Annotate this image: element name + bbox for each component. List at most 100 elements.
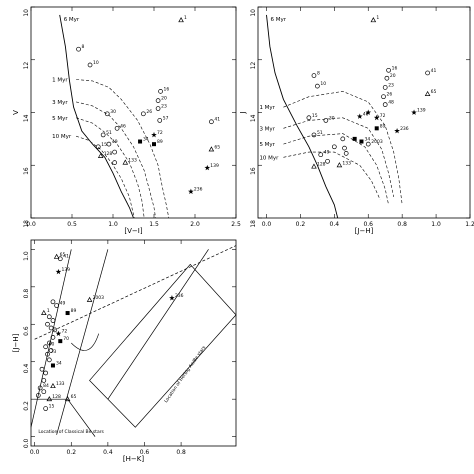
point-triangle-marker bbox=[208, 146, 215, 152]
point-star-marker bbox=[169, 295, 175, 301]
point-label: 57 bbox=[163, 115, 169, 121]
isochrone-line bbox=[76, 79, 170, 219]
point-star-marker bbox=[411, 109, 417, 115]
point-square-marker bbox=[374, 126, 379, 131]
point-square-marker bbox=[58, 339, 63, 344]
point-square-marker bbox=[152, 142, 156, 147]
x-axis-label: [H−K] bbox=[123, 455, 144, 463]
point-label: 65 bbox=[71, 394, 77, 400]
point-label: 16 bbox=[164, 86, 170, 92]
point-circle-marker bbox=[43, 344, 48, 350]
point-star-marker bbox=[151, 131, 157, 138]
point-circle-marker bbox=[158, 89, 163, 94]
y-tick-label: 10 bbox=[250, 9, 257, 17]
point-label: 84 bbox=[43, 383, 49, 389]
isochrone-line bbox=[283, 117, 394, 197]
point-circle-marker bbox=[311, 132, 317, 138]
isochrone-line bbox=[76, 117, 145, 219]
point-label: 46 bbox=[120, 123, 126, 129]
point-label: 51 bbox=[106, 130, 112, 136]
point-circle-marker bbox=[45, 321, 50, 327]
point-triangle-marker bbox=[424, 90, 431, 96]
y-axis-label: [J−H] bbox=[12, 333, 20, 352]
point-label: 15 bbox=[312, 113, 318, 119]
point-label: 16 bbox=[392, 65, 398, 71]
point-label: 8 bbox=[317, 71, 320, 77]
point-label: 2003 bbox=[93, 295, 105, 301]
point-star-marker bbox=[373, 114, 380, 121]
point-square-marker bbox=[50, 363, 55, 368]
point-triangle-marker bbox=[311, 163, 317, 169]
point-triangle-marker bbox=[97, 152, 104, 158]
isochrone-label: 3 Myr bbox=[52, 100, 68, 106]
point-star-marker bbox=[55, 268, 62, 275]
point-circle-marker bbox=[46, 340, 52, 346]
point-circle-marker bbox=[209, 119, 214, 125]
isochrone-label: 1 Myr bbox=[52, 78, 68, 84]
point-label: 72 bbox=[157, 130, 163, 136]
point-circle-marker bbox=[112, 160, 117, 165]
point-circle-marker bbox=[386, 67, 391, 73]
point-circle-marker bbox=[95, 144, 101, 150]
y-tick-label: 16 bbox=[250, 167, 257, 175]
x-axis-label: [J−H] bbox=[355, 227, 374, 235]
point-circle-marker bbox=[425, 70, 430, 76]
plot-frame bbox=[30, 6, 237, 219]
point-circle-marker bbox=[311, 73, 317, 78]
point-circle-marker bbox=[35, 393, 41, 398]
point-label: 65 bbox=[60, 252, 66, 258]
point-label: 34 bbox=[56, 360, 62, 366]
point-label: 89 bbox=[157, 139, 163, 145]
point-circle-marker bbox=[54, 303, 59, 308]
point-label: 20 bbox=[161, 96, 167, 102]
point-label: 65 bbox=[431, 89, 437, 95]
point-label: 26 bbox=[146, 109, 152, 115]
point-label: 133 bbox=[56, 381, 65, 387]
point-circle-marker bbox=[155, 106, 161, 111]
isochrone-label: 10 Myr bbox=[52, 134, 72, 140]
isochrone-line bbox=[266, 14, 339, 219]
x-tick-label: 0.4 bbox=[103, 449, 113, 456]
point-star-marker bbox=[356, 113, 363, 119]
point-circle-marker bbox=[46, 314, 52, 320]
point-circle-marker bbox=[76, 46, 81, 52]
point-label: 48 bbox=[388, 100, 394, 106]
point-circle-marker bbox=[104, 111, 110, 117]
y-tick-label: 0.8 bbox=[23, 289, 30, 299]
point-label: 49 bbox=[112, 139, 118, 145]
x-tick-label: 0.8 bbox=[176, 449, 186, 456]
x-tick-label: 2.5 bbox=[231, 221, 241, 228]
classical-be-box bbox=[34, 398, 96, 437]
point-circle-marker bbox=[46, 357, 52, 363]
point-label: 15 bbox=[101, 142, 107, 148]
point-triangle-marker bbox=[370, 17, 377, 23]
y-tick-label: 0.0 bbox=[23, 438, 30, 448]
point-label: 30 bbox=[329, 115, 335, 121]
point-circle-marker bbox=[43, 406, 48, 411]
ctts-curve bbox=[71, 333, 100, 351]
isochrone-label: 3 Myr bbox=[259, 126, 275, 132]
point-triangle-marker bbox=[50, 382, 56, 389]
point-label: 133 bbox=[342, 160, 351, 166]
y-tick-label: 14 bbox=[23, 114, 30, 122]
point-triangle-marker bbox=[64, 396, 71, 402]
point-circle-marker bbox=[48, 348, 54, 353]
y-tick-label: 12 bbox=[23, 62, 30, 70]
point-label: 133 bbox=[128, 158, 137, 164]
x-tick-label: 0.4 bbox=[330, 221, 340, 228]
x-tick-label: 0.8 bbox=[397, 221, 407, 228]
y-tick-label: 0.4 bbox=[23, 364, 30, 374]
x-tick-label: 0.0 bbox=[262, 221, 272, 228]
point-circle-marker bbox=[41, 378, 47, 383]
classical-be-region-label: Location of Classical Be stars bbox=[38, 429, 104, 435]
point-circle-marker bbox=[331, 144, 337, 150]
point-label: 34 bbox=[143, 137, 149, 143]
point-label: 89 bbox=[380, 123, 386, 129]
isochrone-label: 5 Myr bbox=[259, 142, 275, 148]
point-label: 236 bbox=[400, 126, 409, 132]
point-label: 60 bbox=[49, 342, 55, 348]
x-tick-label: 0.0 bbox=[26, 221, 36, 228]
point-circle-marker bbox=[52, 327, 58, 333]
point-circle-marker bbox=[340, 136, 346, 142]
